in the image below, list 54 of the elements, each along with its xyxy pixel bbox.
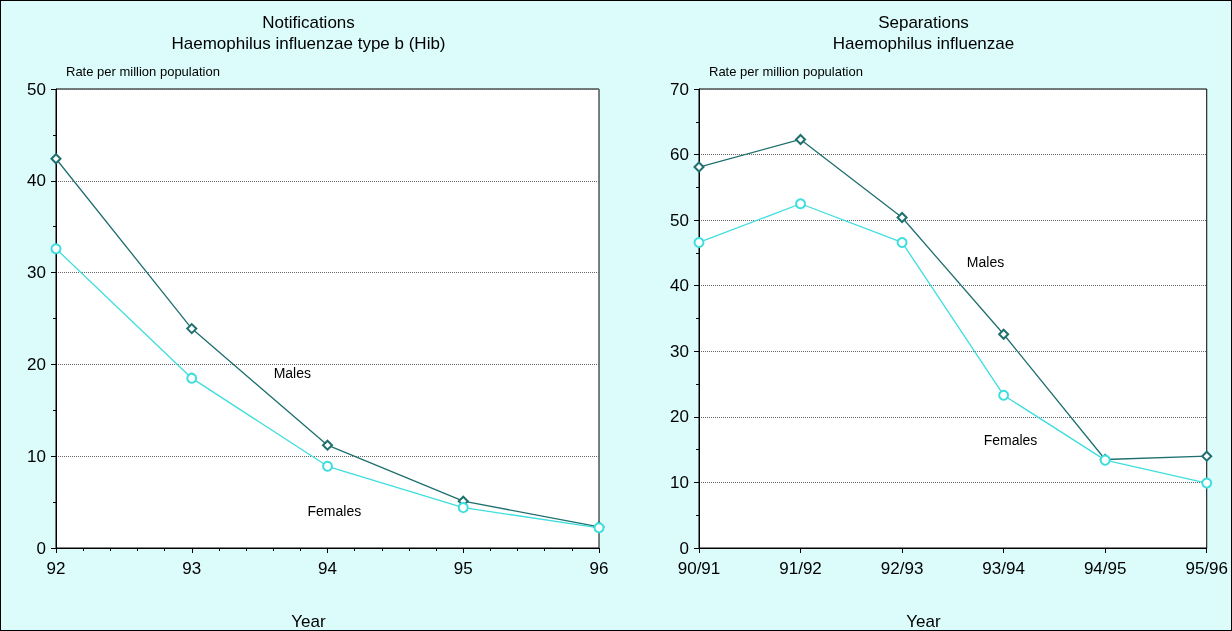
x-tick-label: 95/96 (1185, 559, 1228, 578)
x-axis-title: Year (291, 612, 327, 631)
point (1201, 450, 1213, 462)
y-tick-label: 10 (27, 446, 46, 466)
x-tick-label: 93/94 (982, 559, 1025, 578)
x-tick-label: 94 (318, 559, 337, 578)
x-tick-label: 93 (182, 559, 202, 578)
point (50, 153, 62, 165)
point (186, 372, 198, 384)
y-tick-label: 20 (27, 354, 46, 374)
series-label: Males (966, 253, 1005, 270)
x-tick-label: 96 (589, 559, 609, 578)
y-axis-title: Rate per million population (66, 64, 220, 79)
point (322, 439, 333, 451)
chart-subtitle: Haemophilus influenzae type b (Hib) (171, 34, 446, 53)
y-tick-label: 30 (670, 341, 689, 361)
chart-title: Notifications (262, 13, 355, 32)
point (693, 236, 705, 248)
y-tick-label: 40 (670, 276, 689, 296)
point (998, 389, 1010, 401)
y-tick-label: 10 (670, 472, 689, 492)
y-tick-label: 70 (670, 79, 689, 99)
point (186, 323, 198, 335)
x-tick-label: 92 (46, 559, 66, 578)
x-tick-label: 90/91 (677, 559, 721, 578)
y-tick-label: 0 (679, 538, 689, 558)
series-label: Females (983, 432, 1038, 449)
point (795, 133, 807, 145)
x-tick-label: 94/95 (1083, 559, 1127, 578)
y-tick-label: 60 (670, 145, 689, 165)
point (693, 161, 705, 173)
x-tick-label: 92/93 (880, 559, 924, 578)
x-tick-label: 91/92 (779, 559, 822, 578)
point (896, 212, 908, 224)
point (998, 328, 1010, 340)
y-tick-label: 50 (27, 79, 46, 99)
chart-title: Separations (878, 13, 969, 32)
y-tick-label: 30 (27, 263, 46, 283)
y-tick-label: 0 (36, 538, 46, 558)
point (50, 243, 62, 255)
x-axis-title: Year (906, 612, 942, 631)
y-tick-label: 50 (670, 210, 689, 230)
point (896, 236, 908, 248)
point (1201, 477, 1213, 489)
point (795, 198, 807, 210)
series-label: Females (307, 503, 362, 520)
point (457, 502, 469, 514)
x-tick-label: 95 (453, 559, 473, 578)
point (322, 460, 333, 472)
y-axis-title: Rate per million population (709, 64, 863, 79)
chart-subtitle: Haemophilus influenzae (832, 34, 1015, 53)
series-label: Males (273, 364, 311, 381)
y-tick-label: 20 (670, 407, 689, 427)
y-tick-label: 40 (27, 171, 46, 191)
